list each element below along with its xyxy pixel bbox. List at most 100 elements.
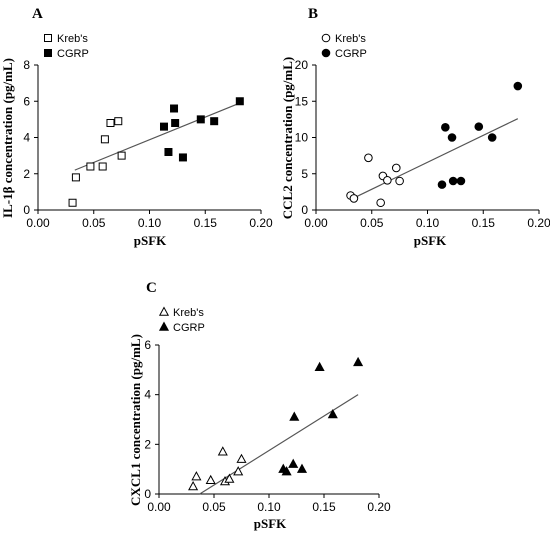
x-tick-label: 0.00 [26, 216, 50, 230]
legend-marker [321, 48, 331, 58]
data-point [196, 115, 205, 124]
data-point [395, 176, 404, 186]
x-axis-title: pSFK [134, 233, 167, 248]
y-tick-label: 8 [23, 58, 30, 72]
data-point [296, 463, 308, 473]
y-tick-label: 10 [295, 131, 309, 145]
y-axis-title: IL-1β concentration (pg/mL) [0, 58, 15, 218]
y-tick-label: 2 [144, 437, 151, 451]
legend-marker [44, 34, 52, 42]
data-point [159, 122, 168, 131]
data-point [353, 356, 364, 367]
x-tick-label: 0.10 [416, 216, 440, 230]
data-point [383, 175, 392, 185]
x-tick-label: 0.10 [138, 216, 162, 230]
data-point [448, 176, 458, 186]
data-point [178, 153, 187, 162]
data-point [281, 466, 292, 476]
data-point [100, 135, 109, 144]
data-point [437, 180, 447, 189]
x-tick-label: 0.20 [367, 500, 391, 514]
legend-marker [158, 321, 170, 331]
x-tick-label: 0.15 [194, 216, 218, 230]
y-tick-label: 0 [23, 203, 30, 217]
data-point [171, 119, 180, 127]
y-tick-label: 2 [23, 167, 30, 181]
y-tick-label: 4 [23, 131, 30, 145]
y-tick-label: 0 [144, 487, 151, 501]
data-point [376, 198, 385, 208]
x-tick-label: 0.00 [147, 500, 171, 514]
y-tick-label: 15 [295, 94, 309, 108]
series-cgrp [159, 97, 244, 162]
y-tick-label: 5 [301, 167, 308, 181]
data-point [235, 97, 244, 106]
legend-label: CGRP [335, 48, 367, 60]
data-point [191, 471, 202, 481]
panel-letter: B [308, 6, 318, 22]
x-tick-label: 0.20 [527, 216, 550, 230]
legend-marker [321, 33, 331, 43]
data-point [71, 173, 80, 182]
legend-marker [158, 306, 170, 316]
y-tick-label: 6 [23, 94, 30, 108]
series-cgrp [437, 81, 523, 189]
panel-c: C 0.00 0.05 0.10 0.15 0.20 0 2 4 6 pSFK CXCL1 conce… [128, 280, 391, 531]
x-tick-label: 0.05 [82, 216, 106, 230]
legend-label: CGRP [173, 322, 205, 334]
data-point [441, 123, 450, 132]
data-point [289, 411, 300, 421]
series-krebs [346, 153, 404, 208]
data-point [236, 453, 247, 463]
y-tick-label: 0 [301, 203, 308, 217]
data-point [349, 194, 359, 203]
data-point [233, 466, 244, 476]
data-point [170, 104, 179, 113]
y-axis-title: CXCL1 concentration (pg/mL) [128, 334, 143, 506]
data-point [106, 119, 115, 127]
data-point [474, 122, 484, 131]
data-point [205, 474, 216, 485]
panel-a: A 0.00 0.05 0.10 0.15 0.20 0 2 4 6 8 pSFK IL-1β conc… [0, 6, 273, 248]
data-point [288, 458, 299, 468]
data-point [456, 176, 466, 186]
legend-label: Kreb's [57, 33, 88, 45]
data-point [327, 408, 338, 419]
series-cgrp [278, 356, 364, 476]
x-axis-title: pSFK [414, 233, 447, 248]
data-point [314, 361, 325, 372]
data-point [210, 117, 219, 126]
panel-b: B 0.00 0.05 0.10 0.15 0.20 0 5 10 15 20 pSFK CCL2 co… [280, 6, 550, 248]
data-point [391, 163, 401, 173]
panel-letter: C [146, 280, 157, 296]
data-point [188, 481, 199, 491]
data-point [217, 446, 228, 456]
regression-line [74, 102, 241, 171]
series-krebs [68, 117, 126, 207]
data-point [68, 198, 77, 207]
data-point [224, 473, 235, 483]
data-point [86, 162, 95, 171]
x-tick-label: 0.20 [249, 216, 273, 230]
x-axis-title: pSFK [254, 516, 287, 531]
x-tick-label: 0.15 [312, 500, 336, 514]
legend-label: CGRP [57, 48, 89, 60]
legend-marker [44, 49, 52, 57]
data-point [364, 153, 373, 163]
data-point [513, 81, 523, 91]
y-axis-title: CCL2 concentration (pg/mL) [280, 57, 295, 220]
x-tick-label: 0.00 [304, 216, 328, 230]
series-krebs [188, 446, 247, 491]
data-point [164, 148, 173, 156]
x-tick-label: 0.05 [360, 216, 384, 230]
x-tick-label: 0.15 [472, 216, 496, 230]
data-point [114, 117, 123, 126]
x-tick-label: 0.10 [257, 500, 281, 514]
y-tick-label: 6 [144, 338, 151, 352]
data-point [98, 162, 107, 171]
legend-label: Kreb's [335, 33, 366, 45]
y-tick-label: 4 [144, 388, 151, 402]
data-point [487, 133, 497, 142]
regression-line [352, 118, 519, 199]
